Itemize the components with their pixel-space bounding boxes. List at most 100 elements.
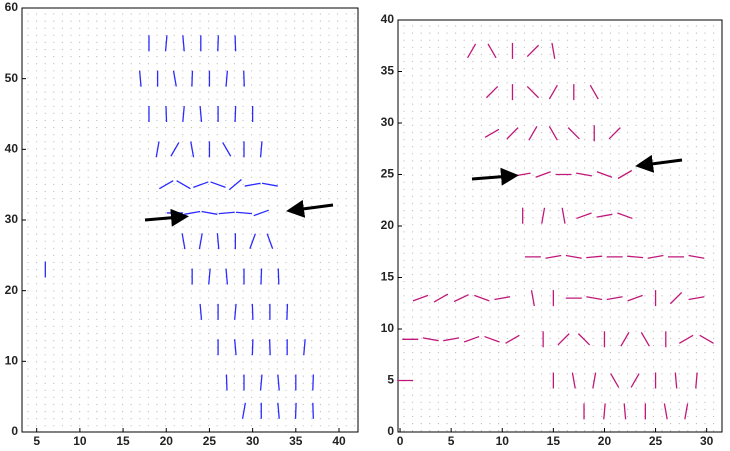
grid-dot xyxy=(515,61,516,62)
grid-dot xyxy=(472,288,473,289)
grid-dot xyxy=(403,89,404,90)
grid-dot xyxy=(713,352,714,353)
grid-dot xyxy=(429,345,430,346)
grid-dot xyxy=(346,276,347,277)
vector xyxy=(245,183,261,186)
grid-dot xyxy=(217,77,218,78)
grid-dot xyxy=(260,191,261,192)
grid-dot xyxy=(70,163,71,164)
grid-dot xyxy=(575,395,576,396)
grid-dot xyxy=(156,134,157,135)
grid-dot xyxy=(610,146,611,147)
grid-dot xyxy=(122,134,123,135)
grid-dot xyxy=(303,148,304,149)
grid-dot xyxy=(636,267,637,268)
grid-dot xyxy=(148,77,149,78)
grid-dot xyxy=(36,148,37,149)
grid-dot xyxy=(294,106,295,107)
grid-dot xyxy=(328,425,329,426)
grid-dot xyxy=(653,104,654,105)
grid-dot xyxy=(105,269,106,270)
grid-dot xyxy=(438,68,439,69)
grid-dot xyxy=(208,205,209,206)
grid-dot xyxy=(191,354,192,355)
grid-dot xyxy=(438,295,439,296)
grid-dot xyxy=(412,139,413,140)
grid-dot xyxy=(53,305,54,306)
grid-dot xyxy=(636,373,637,374)
grid-dot xyxy=(45,290,46,291)
grid-dot xyxy=(70,340,71,341)
grid-dot xyxy=(575,104,576,105)
grid-dot xyxy=(294,84,295,85)
grid-dot xyxy=(346,99,347,100)
grid-dot xyxy=(429,182,430,183)
grid-dot xyxy=(328,241,329,242)
grid-dot xyxy=(593,309,594,310)
grid-dot xyxy=(260,248,261,249)
grid-dot xyxy=(337,354,338,355)
grid-dot xyxy=(165,354,166,355)
grid-dot xyxy=(507,430,508,431)
grid-dot xyxy=(550,430,551,431)
grid-dot xyxy=(636,359,637,360)
grid-dot xyxy=(618,54,619,55)
grid-dot xyxy=(507,402,508,403)
grid-dot xyxy=(670,89,671,90)
grid-dot xyxy=(507,125,508,126)
grid-dot xyxy=(79,219,80,220)
grid-dot xyxy=(131,219,132,220)
grid-dot xyxy=(653,430,654,431)
grid-dot xyxy=(182,13,183,14)
grid-dot xyxy=(131,212,132,213)
grid-dot xyxy=(644,75,645,76)
grid-dot xyxy=(498,104,499,105)
grid-dot xyxy=(268,77,269,78)
grid-dot xyxy=(653,388,654,389)
grid-dot xyxy=(242,191,243,192)
grid-dot xyxy=(524,309,525,310)
grid-dot xyxy=(636,210,637,211)
grid-dot xyxy=(174,354,175,355)
grid-dot xyxy=(311,113,312,114)
grid-dot xyxy=(294,99,295,100)
grid-dot xyxy=(53,241,54,242)
grid-dot xyxy=(713,118,714,119)
grid-dot xyxy=(489,118,490,119)
grid-dot xyxy=(113,333,114,334)
grid-dot xyxy=(558,160,559,161)
grid-dot xyxy=(421,47,422,48)
grid-dot xyxy=(88,42,89,43)
grid-dot xyxy=(507,54,508,55)
grid-dot xyxy=(421,302,422,303)
vector xyxy=(267,234,272,249)
grid-dot xyxy=(148,84,149,85)
grid-dot xyxy=(96,163,97,164)
grid-dot xyxy=(36,134,37,135)
grid-dot xyxy=(696,96,697,97)
grid-dot xyxy=(199,354,200,355)
vector xyxy=(549,126,557,140)
grid-dot xyxy=(438,25,439,26)
grid-dot xyxy=(199,127,200,128)
grid-dot xyxy=(515,125,516,126)
grid-dot xyxy=(696,196,697,197)
grid-dot xyxy=(320,49,321,50)
grid-dot xyxy=(234,397,235,398)
grid-dot xyxy=(346,305,347,306)
grid-dot xyxy=(277,21,278,22)
grid-dot xyxy=(45,99,46,100)
grid-dot xyxy=(446,409,447,410)
vector xyxy=(183,106,184,122)
grid-dot xyxy=(96,347,97,348)
grid-dot xyxy=(122,255,123,256)
grid-dot xyxy=(277,184,278,185)
grid-dot xyxy=(70,184,71,185)
grid-dot xyxy=(294,28,295,29)
grid-dot xyxy=(524,373,525,374)
grid-dot xyxy=(225,127,226,128)
grid-dot xyxy=(294,411,295,412)
grid-dot xyxy=(696,160,697,161)
grid-dot xyxy=(541,352,542,353)
grid-dot xyxy=(575,210,576,211)
